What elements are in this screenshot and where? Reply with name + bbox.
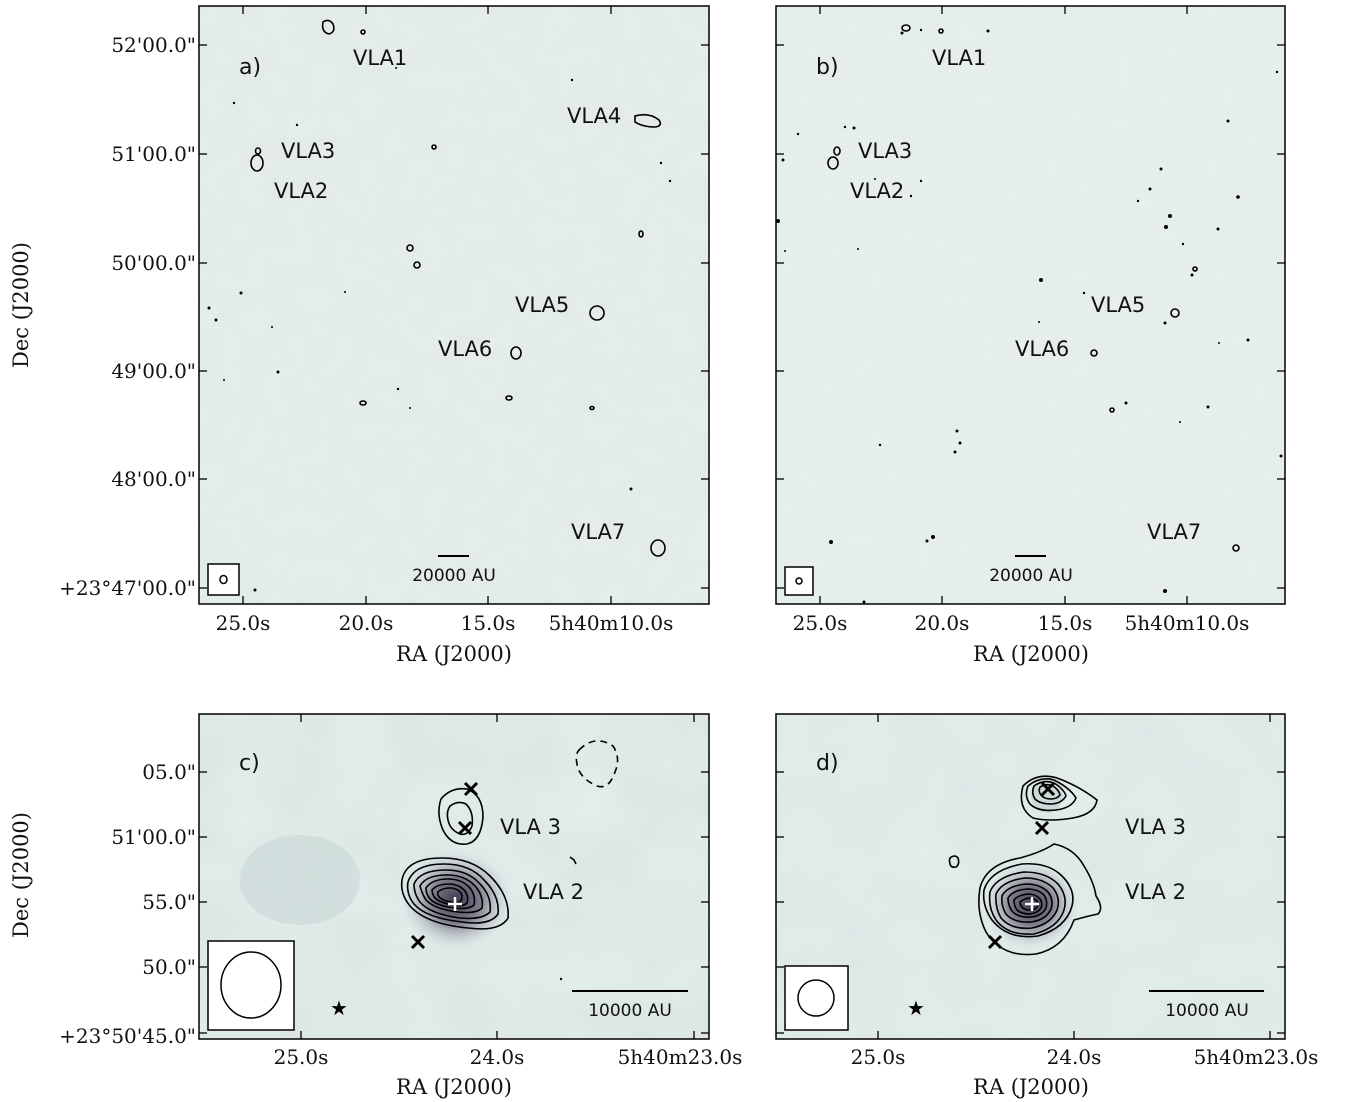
- panel-c-star-icon: ★: [330, 996, 348, 1020]
- panel-c-letter: c): [239, 751, 260, 776]
- panel-b-label-vla3: VLA3: [858, 139, 912, 163]
- panel-b-beam-box: [784, 566, 814, 596]
- panel-d-xtick-2: 5h40m23.0s: [1194, 1045, 1319, 1069]
- panel-d-label-vla2: VLA 2: [1125, 880, 1186, 904]
- panel-a-label-vla2: VLA2: [274, 179, 328, 203]
- panel-d-plus-marker: [1025, 897, 1039, 911]
- panel-a-frame: [198, 5, 710, 605]
- panel-c-beam-box: [207, 940, 295, 1031]
- panel-c-beam: [220, 951, 282, 1019]
- panel-d-beam-box: [784, 965, 849, 1031]
- panel-c-xlabel: RA (J2000): [396, 1075, 512, 1099]
- panel-c-ylabel: Dec (J2000): [9, 812, 33, 938]
- panel-c-ticks: [199, 714, 709, 1039]
- panel-d-beam: [797, 979, 835, 1017]
- panel-d-label-vla3: VLA 3: [1125, 815, 1186, 839]
- panel-a-beam-box: [207, 563, 240, 596]
- panel-c-ytick-1: 51'00.0": [111, 825, 196, 849]
- panel-a-beam: [219, 574, 228, 585]
- panel-d-letter: d): [816, 751, 839, 776]
- panel-a: VLA1 VLA4 VLA3 VLA2 VLA5 VLA6 VLA7 a) 20…: [9, 5, 710, 666]
- panel-b-label-vla6: VLA6: [1015, 337, 1069, 361]
- panel-a-label-vla4: VLA4: [567, 104, 621, 128]
- panel-a-ytick-4: 48'00.0": [111, 467, 196, 491]
- panel-a-label-vla6: VLA6: [438, 337, 492, 361]
- panel-b-frame: [775, 5, 1286, 605]
- panel-d-frame: [775, 713, 1286, 1040]
- panel-a-scale-label: 20000 AU: [412, 566, 496, 586]
- panel-a-xtick-3: 5h40m10.0s: [549, 611, 674, 635]
- panel-a-ytick-5: +23°47'00.0": [59, 576, 196, 600]
- panel-a-letter: a): [239, 55, 261, 80]
- panel-b: VLA1 VLA3 VLA2 VLA5 VLA6 VLA7 b) 20000 A…: [775, 5, 1286, 666]
- panel-c-label-vla2: VLA 2: [523, 880, 584, 904]
- panel-b-xtick-0: 25.0s: [793, 611, 848, 635]
- panel-c-contours: [400, 740, 619, 981]
- panel-c-x-markers: [410, 781, 479, 950]
- panel-b-label-vla7: VLA7: [1147, 520, 1201, 544]
- panel-d-ticks: [776, 714, 1285, 1039]
- panel-a-ytick-0: 52'00.0": [111, 33, 196, 57]
- panel-d-contours: [948, 775, 1102, 956]
- panel-b-xtick-1: 20.0s: [915, 611, 970, 635]
- panel-d-star-icon: ★: [907, 996, 925, 1020]
- panel-c-xtick-1: 24.0s: [470, 1045, 525, 1069]
- panel-c-ytick-0: 05.0": [142, 760, 196, 784]
- panel-c-scale-label: 10000 AU: [588, 1001, 672, 1021]
- panel-d-xtick-1: 24.0s: [1047, 1045, 1102, 1069]
- panel-c: ★ VLA 3 VLA 2 c) 10000 AU 25.0s 24.0s 5h…: [9, 713, 743, 1099]
- panel-b-letter: b): [816, 55, 839, 80]
- panel-a-xtick-0: 25.0s: [216, 611, 271, 635]
- panel-a-xlabel: RA (J2000): [396, 642, 512, 666]
- panel-a-label-vla1: VLA1: [353, 46, 407, 70]
- panel-d-xtick-0: 25.0s: [851, 1045, 906, 1069]
- panel-a-ytick-2: 50'00.0": [111, 251, 196, 275]
- panel-a-xtick-2: 15.0s: [461, 611, 516, 635]
- panel-c-xtick-2: 5h40m23.0s: [618, 1045, 743, 1069]
- panel-d-xlabel: RA (J2000): [973, 1075, 1089, 1099]
- panel-d-x-markers: [987, 781, 1056, 950]
- panel-b-scale-label: 20000 AU: [989, 566, 1073, 586]
- panel-b-ticks: [776, 6, 1285, 604]
- panel-b-xlabel: RA (J2000): [973, 642, 1089, 666]
- panel-b-label-vla1: VLA1: [932, 46, 986, 70]
- panel-a-contours: [207, 19, 672, 592]
- panel-b-contours: [776, 24, 1283, 604]
- panel-c-ytick-2: 55.0": [142, 890, 196, 914]
- panel-d-scale-label: 10000 AU: [1165, 1001, 1249, 1021]
- panel-a-ylabel: Dec (J2000): [9, 242, 33, 368]
- panel-a-label-vla7: VLA7: [571, 520, 625, 544]
- panel-a-xtick-1: 20.0s: [339, 611, 394, 635]
- panel-c-label-vla3: VLA 3: [500, 815, 561, 839]
- panel-a-label-vla5: VLA5: [515, 293, 569, 317]
- panel-c-plus-marker: [448, 897, 462, 911]
- panel-b-label-vla2: VLA2: [850, 179, 904, 203]
- panel-a-ytick-1: 51'00.0": [111, 142, 196, 166]
- panel-c-ytick-4: +23°50'45.0": [59, 1024, 196, 1048]
- panel-b-beam: [795, 577, 803, 585]
- panel-c-frame: [198, 713, 710, 1040]
- panel-a-ytick-3: 49'00.0": [111, 359, 196, 383]
- panel-a-ticks: [199, 6, 709, 604]
- panel-d: ★ VLA 3 VLA 2 d) 10000 AU 25.0s 24.0s 5h…: [775, 713, 1319, 1099]
- panel-b-label-vla5: VLA5: [1091, 293, 1145, 317]
- panel-c-ytick-3: 50.0": [142, 955, 196, 979]
- panel-b-xtick-2: 15.0s: [1038, 611, 1093, 635]
- panel-a-label-vla3: VLA3: [281, 139, 335, 163]
- panel-c-xtick-0: 25.0s: [274, 1045, 329, 1069]
- panel-b-xtick-3: 5h40m10.0s: [1125, 611, 1250, 635]
